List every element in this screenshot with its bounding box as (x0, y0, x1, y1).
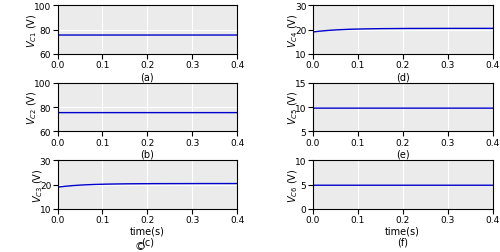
X-axis label: time(s): time(s) (130, 226, 165, 236)
Y-axis label: $V_{C3}$ (V): $V_{C3}$ (V) (32, 168, 45, 202)
Text: (a): (a) (140, 72, 154, 82)
X-axis label: time(s): time(s) (385, 226, 420, 236)
Y-axis label: $V_{C1}$ (V): $V_{C1}$ (V) (26, 13, 40, 48)
Text: (d): (d) (396, 72, 409, 82)
Text: (f): (f) (397, 236, 408, 246)
Text: (c): (c) (141, 236, 154, 246)
Y-axis label: $V_{C2}$ (V): $V_{C2}$ (V) (26, 90, 40, 125)
Y-axis label: $V_{C6}$ (V): $V_{C6}$ (V) (287, 168, 300, 202)
Text: (e): (e) (396, 149, 409, 159)
Y-axis label: $V_{C4}$ (V): $V_{C4}$ (V) (287, 13, 300, 48)
Y-axis label: $V_{C5}$ (V): $V_{C5}$ (V) (287, 90, 300, 125)
Text: ©: © (134, 241, 145, 251)
Text: (b): (b) (140, 149, 154, 159)
